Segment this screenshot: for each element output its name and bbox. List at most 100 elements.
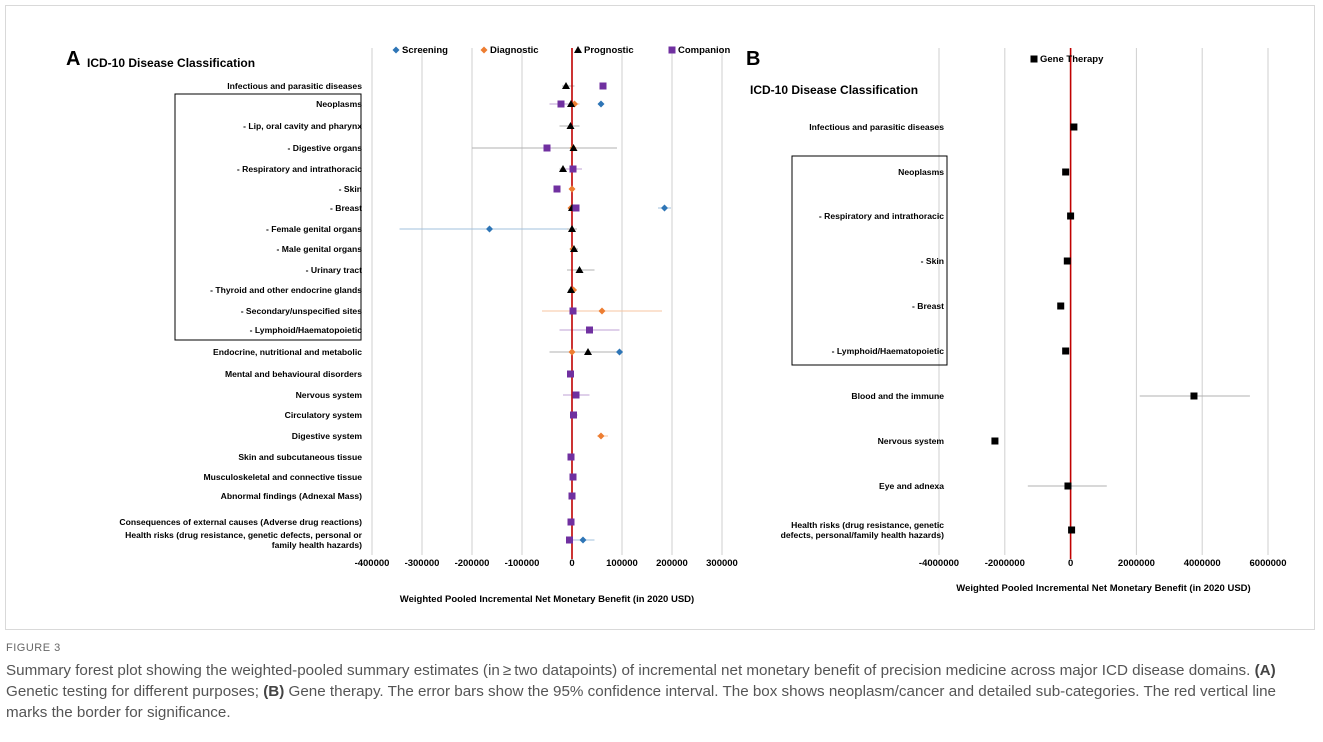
data-point-gene-therapy	[1064, 482, 1072, 490]
legend-marker	[574, 46, 582, 53]
data-point-prognostic	[562, 82, 570, 89]
category-label: Health risks (drug resistance, genetic d…	[125, 530, 363, 550]
category-label: - Urinary tract	[306, 265, 362, 275]
category-label: Circulatory system	[285, 410, 363, 420]
x-tick-label: -2000000	[985, 558, 1025, 569]
category-label: - Skin	[339, 184, 362, 194]
category-label: - Respiratory and intrathoracic	[819, 211, 944, 221]
data-point-screening	[579, 536, 587, 544]
data-point-screening	[661, 204, 668, 212]
legend-marker	[668, 46, 676, 54]
data-point-prognostic	[559, 165, 567, 172]
data-point-prognostic	[570, 245, 578, 252]
data-point-prognostic	[566, 122, 575, 129]
data-point-screening	[486, 225, 493, 233]
data-point-diagnostic	[568, 185, 576, 193]
data-point-gene-therapy	[1067, 212, 1075, 220]
caption-part: (A)	[1254, 662, 1276, 679]
legend-label: Prognostic	[584, 45, 634, 56]
data-point-companion	[567, 518, 575, 526]
panel-letter: A	[66, 48, 80, 70]
category-label: Eye and adnexa	[879, 481, 944, 491]
x-tick-label: 0	[1068, 558, 1073, 569]
data-point-companion	[569, 473, 577, 481]
figure-label: FIGURE 3	[6, 642, 61, 654]
data-point-gene-therapy	[1057, 302, 1065, 310]
data-point-companion	[567, 453, 575, 461]
category-label: Neoplasms	[898, 167, 944, 177]
data-point-companion	[572, 204, 580, 212]
x-tick-label: -4000000	[919, 558, 959, 569]
category-label: - Lymphoid/Haematopoietic	[250, 325, 363, 335]
panel-letter: B	[746, 48, 760, 70]
category-label: Musculoskeletal and connective tissue	[203, 472, 362, 482]
data-point-prognostic	[575, 266, 584, 273]
category-label: Consequences of external causes (Adverse…	[119, 517, 362, 527]
legend-label: Gene Therapy	[1040, 54, 1104, 65]
data-point-companion	[586, 326, 593, 334]
data-point-prognostic	[567, 286, 575, 293]
data-point-gene-therapy	[1062, 347, 1070, 355]
category-label: Mental and behavioural disorders	[225, 369, 362, 379]
data-point-screening	[597, 100, 605, 108]
category-label: - Breast	[912, 301, 944, 311]
category-label: Nervous system	[296, 390, 363, 400]
neoplasm-box	[174, 93, 362, 341]
legend-label: Screening	[402, 45, 448, 56]
data-point-companion	[570, 411, 577, 419]
category-label: Blood and the immune	[851, 391, 944, 401]
category-label: - Secondary/unspecified sites	[241, 306, 363, 316]
data-point-companion	[566, 536, 573, 544]
category-label: Health risks (drug resistance, genetic de…	[781, 520, 945, 540]
data-point-gene-therapy	[1190, 392, 1198, 400]
x-tick-label: -300000	[405, 558, 440, 569]
forest-plot-figure: A ICD-10 Disease Classification Infectious…	[66, 45, 1287, 605]
legend-marker	[480, 46, 488, 54]
data-point-gene-therapy	[991, 437, 999, 445]
figure-caption: FIGURE 3 Summary forest plot showing the…	[6, 642, 1306, 723]
figure-frame	[5, 5, 1315, 630]
x-tick-label: 6000000	[1250, 558, 1287, 569]
data-point-companion	[557, 100, 565, 108]
category-label: Digestive system	[292, 431, 363, 441]
x-tick-label: -400000	[355, 558, 390, 569]
x-tick-label: -200000	[455, 558, 490, 569]
data-point-diagnostic	[598, 307, 606, 315]
category-label: Neoplasms	[316, 99, 362, 109]
data-point-companion	[569, 307, 577, 315]
category-label: - Male genital organs	[277, 244, 363, 254]
x-axis-label: Weighted Pooled Incremental Net Monetary…	[400, 594, 694, 605]
x-tick-label: 200000	[656, 558, 688, 569]
category-label: - Breast	[330, 203, 362, 213]
data-point-companion	[553, 185, 561, 193]
category-label: - Thyroid and other endocrine glands	[210, 285, 362, 295]
data-point-prognostic	[567, 100, 575, 107]
category-label: Endocrine, nutritional and metabolic	[213, 347, 362, 357]
caption-part: (B)	[263, 683, 285, 700]
data-point-companion	[569, 165, 577, 173]
category-label: Infectious and parasitic diseases	[809, 122, 944, 132]
category-label: - Lymphoid/Haematopoietic	[832, 346, 945, 356]
data-point-companion	[599, 82, 607, 90]
data-point-companion	[543, 144, 551, 152]
category-label: Abnormal findings (Adnexal Mass)	[221, 491, 362, 501]
x-axis-label: Weighted Pooled Incremental Net Monetary…	[956, 583, 1250, 594]
x-tick-label: 100000	[606, 558, 638, 569]
category-label: Nervous system	[878, 436, 945, 446]
data-point-companion	[572, 391, 580, 399]
data-point-prognostic	[569, 144, 578, 151]
x-tick-label: -100000	[505, 558, 540, 569]
data-point-diagnostic	[568, 348, 576, 356]
legend-marker	[1030, 55, 1038, 63]
legend-marker	[392, 46, 400, 54]
caption-part: Summary forest plot showing the weighted…	[6, 662, 1255, 679]
figure-caption-text: Summary forest plot showing the weighted…	[6, 660, 1306, 723]
data-point-gene-therapy	[1063, 257, 1071, 265]
data-point-prognostic	[584, 348, 592, 355]
panel-title: ICD-10 Disease Classification	[750, 83, 918, 97]
data-point-screening	[616, 348, 623, 356]
data-point-companion	[568, 492, 576, 500]
neoplasm-box	[791, 155, 948, 366]
data-point-prognostic	[568, 225, 576, 232]
data-point-gene-therapy	[1070, 123, 1078, 131]
